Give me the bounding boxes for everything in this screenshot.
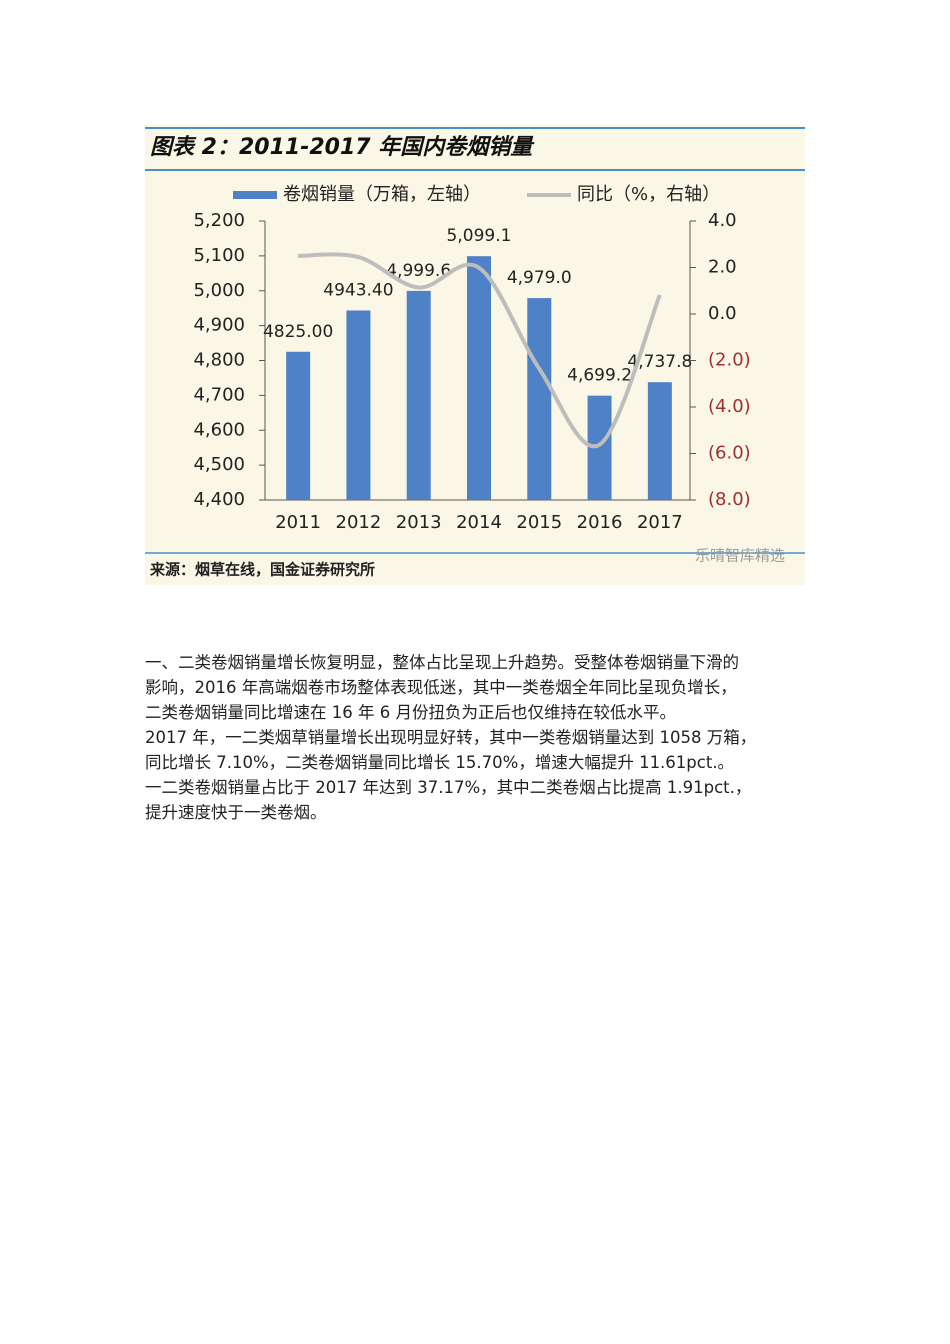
y-tick-label: 4,900 <box>193 315 245 336</box>
legend-label: 同比（%，右轴） <box>577 184 720 205</box>
chart-title: 图表 2：2011-2017 年国内卷烟销量 <box>150 134 535 160</box>
x-tick-label: 2014 <box>456 512 502 533</box>
y-tick-label: 5,100 <box>193 245 245 266</box>
body-text: 一、二类卷烟销量增长恢复明显，整体占比呈现上升趋势。受整体卷烟销量下滑的 影响，2… <box>145 650 825 825</box>
bar <box>406 290 431 500</box>
text-line: 一二类卷烟销量占比于 2017 年达到 37.17%，其中二类卷烟占比提高 1.… <box>145 778 752 797</box>
y-tick-label: 5,200 <box>193 210 245 231</box>
text-line: 二类卷烟销量同比增速在 16 年 6 月份扭负为正后也仅维持在较低水平。 <box>145 703 676 722</box>
y-tick-label: 5,000 <box>193 280 245 301</box>
y-tick-label: 4,400 <box>193 489 245 510</box>
y2-tick-label: 4.0 <box>708 210 737 231</box>
y2-tick-label: 0.0 <box>708 303 737 324</box>
value-label: 4825.00 <box>263 322 333 342</box>
line <box>298 252 662 449</box>
x-tick-label: 2016 <box>577 512 623 533</box>
bar <box>527 298 552 500</box>
y2-tick-label: (2.0) <box>708 350 751 371</box>
legend-swatch <box>233 191 277 199</box>
y2-tick-label: (8.0) <box>708 489 751 510</box>
watermark: 乐晴智库精选 <box>695 547 785 565</box>
text-line: 同比增长 7.10%，二类卷烟销量同比增长 15.70%，增速大幅提升 11.6… <box>145 753 735 772</box>
chart: 图表 2：2011-2017 年国内卷烟销量 来源：烟草在线，国金证券研究所 乐… <box>145 125 805 585</box>
value-label: 4,699.2 <box>567 366 632 386</box>
y-tick-label: 4,500 <box>193 454 245 475</box>
bar <box>467 256 491 500</box>
text-line: 一、二类卷烟销量增长恢复明显，整体占比呈现上升趋势。受整体卷烟销量下滑的 <box>145 653 739 672</box>
value-label: 4,737.8 <box>627 352 692 372</box>
value-label: 5,099.1 <box>447 226 512 246</box>
value-label: 4,999.6 <box>386 261 451 281</box>
text-line: 影响，2016 年高端烟卷市场整体表现低迷，其中一类卷烟全年同比呈现负增长， <box>145 678 737 697</box>
y-tick-label: 4,800 <box>193 350 245 371</box>
x-tick-label: 2017 <box>637 512 683 533</box>
x-tick-label: 2013 <box>396 512 442 533</box>
y2-tick-label: (6.0) <box>708 443 751 464</box>
text-line: 2017 年，一二类烟草销量增长出现明显好转，其中一类卷烟销量达到 1058 万… <box>145 728 757 747</box>
bar <box>346 310 371 500</box>
y2-tick-label: 2.0 <box>708 257 737 278</box>
x-tick-label: 2012 <box>336 512 382 533</box>
bar <box>286 351 311 500</box>
y2-tick-label: (4.0) <box>708 396 751 417</box>
x-tick-label: 2015 <box>516 512 562 533</box>
text-line: 提升速度快于一类卷烟。 <box>145 803 327 822</box>
source: 来源：烟草在线，国金证券研究所 <box>149 561 375 579</box>
bar <box>647 382 672 500</box>
value-label: 4,979.0 <box>507 268 572 288</box>
y-tick-label: 4,700 <box>193 384 245 405</box>
legend-label: 卷烟销量（万箱，左轴） <box>283 184 481 205</box>
value-label: 4943.40 <box>323 280 393 300</box>
x-tick-label: 2011 <box>275 512 321 533</box>
y-tick-label: 4,600 <box>193 419 245 440</box>
